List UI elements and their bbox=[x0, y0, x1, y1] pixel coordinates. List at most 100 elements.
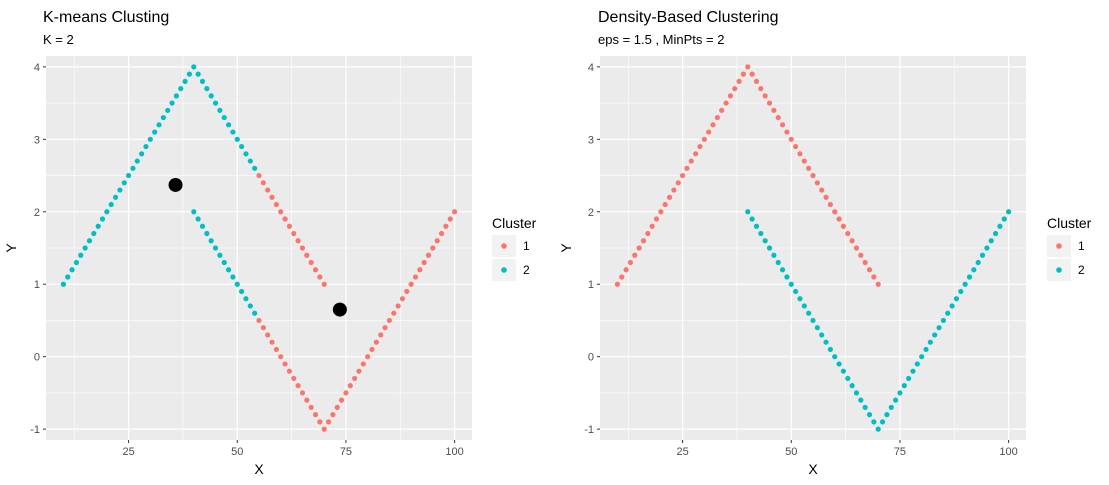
data-point-cluster-1 bbox=[614, 281, 620, 287]
data-point-cluster-1 bbox=[391, 310, 397, 316]
data-point-cluster-1 bbox=[347, 383, 353, 389]
data-point-cluster-1 bbox=[771, 107, 777, 113]
data-point-cluster-2 bbox=[819, 332, 825, 338]
data-point-cluster-1 bbox=[732, 86, 738, 92]
data-point-cluster-2 bbox=[134, 158, 140, 164]
data-point-cluster-2 bbox=[801, 303, 807, 309]
data-point-cluster-2 bbox=[186, 71, 193, 77]
data-point-cluster-2 bbox=[892, 397, 899, 403]
data-point-cluster-1 bbox=[719, 107, 725, 113]
x-tick-label: 100 bbox=[999, 446, 1017, 458]
chart-title: Density-Based Clustering bbox=[598, 9, 779, 26]
x-tick-label: 50 bbox=[785, 446, 797, 458]
data-point-cluster-1 bbox=[382, 325, 388, 331]
data-point-cluster-1 bbox=[875, 281, 881, 287]
data-point-cluster-2 bbox=[191, 64, 197, 70]
data-point-cluster-1 bbox=[291, 230, 297, 237]
data-point-cluster-1 bbox=[871, 274, 877, 280]
cluster-center-point bbox=[168, 177, 183, 192]
data-point-cluster-1 bbox=[312, 412, 319, 418]
data-point-cluster-1 bbox=[858, 252, 864, 258]
data-point-cluster-2 bbox=[958, 288, 964, 295]
y-tick-label: 2 bbox=[34, 207, 40, 219]
data-point-cluster-1 bbox=[845, 230, 851, 237]
data-point-cluster-2 bbox=[217, 107, 223, 113]
data-point-cluster-1 bbox=[399, 296, 406, 302]
data-point-cluster-1 bbox=[443, 223, 449, 229]
data-point-cluster-2 bbox=[962, 281, 968, 287]
data-point-cluster-1 bbox=[395, 303, 401, 309]
data-point-cluster-1 bbox=[373, 339, 379, 345]
data-point-cluster-1 bbox=[386, 317, 393, 324]
data-point-cluster-1 bbox=[658, 209, 664, 215]
data-point-cluster-1 bbox=[627, 259, 634, 266]
data-point-cluster-2 bbox=[766, 245, 773, 251]
data-points bbox=[60, 64, 458, 432]
data-point-cluster-2 bbox=[208, 238, 214, 244]
data-point-cluster-2 bbox=[927, 339, 933, 345]
y-tick-label: 1 bbox=[588, 279, 594, 291]
data-point-cluster-2 bbox=[69, 267, 75, 273]
dbscan-chart: Density-Based Clustering eps = 1.5 , Min… bbox=[558, 9, 1092, 477]
x-axis-title: X bbox=[808, 461, 818, 477]
legend-label-2: 2 bbox=[523, 263, 530, 277]
data-point-cluster-2 bbox=[217, 252, 223, 258]
data-point-cluster-2 bbox=[806, 310, 812, 316]
data-point-cluster-2 bbox=[239, 288, 245, 295]
data-point-cluster-1 bbox=[312, 267, 319, 273]
data-point-cluster-1 bbox=[352, 375, 358, 382]
data-point-cluster-1 bbox=[295, 238, 301, 244]
y-tick-label: 4 bbox=[588, 62, 594, 74]
data-point-cluster-2 bbox=[940, 317, 947, 324]
x-axis-title: X bbox=[254, 461, 264, 477]
data-point-cluster-1 bbox=[727, 93, 734, 99]
data-point-cluster-1 bbox=[758, 86, 764, 92]
data-point-cluster-2 bbox=[814, 325, 820, 331]
data-point-cluster-1 bbox=[840, 223, 847, 229]
data-point-cluster-2 bbox=[932, 332, 938, 338]
data-point-cluster-2 bbox=[252, 310, 258, 316]
data-point-cluster-2 bbox=[749, 216, 755, 222]
data-point-cluster-2 bbox=[879, 419, 886, 425]
grid-lines bbox=[46, 56, 472, 440]
chart-subtitle: eps = 1.5 , MinPts = 2 bbox=[598, 32, 724, 47]
data-point-cluster-1 bbox=[273, 346, 279, 353]
data-point-cluster-2 bbox=[862, 404, 868, 410]
data-point-cluster-2 bbox=[784, 274, 790, 280]
data-point-cluster-1 bbox=[736, 78, 742, 84]
data-point-cluster-1 bbox=[779, 122, 786, 128]
data-point-cluster-1 bbox=[269, 194, 275, 200]
legend-label-2: 2 bbox=[1078, 263, 1085, 277]
data-point-cluster-1 bbox=[447, 216, 453, 222]
data-point-cluster-2 bbox=[165, 107, 171, 113]
data-point-cluster-2 bbox=[1001, 216, 1007, 222]
data-point-cluster-1 bbox=[369, 346, 375, 353]
data-point-cluster-2 bbox=[139, 151, 145, 157]
data-point-cluster-1 bbox=[265, 187, 271, 193]
data-point-cluster-2 bbox=[204, 86, 210, 92]
data-point-cluster-1 bbox=[653, 216, 660, 222]
data-point-cluster-2 bbox=[966, 274, 973, 280]
y-tick-label: 4 bbox=[34, 62, 40, 74]
data-point-cluster-2 bbox=[910, 368, 916, 374]
data-point-cluster-1 bbox=[714, 114, 720, 121]
data-point-cluster-1 bbox=[308, 259, 314, 266]
data-point-cluster-2 bbox=[225, 267, 232, 273]
data-point-cluster-2 bbox=[823, 339, 829, 345]
data-point-cluster-2 bbox=[975, 259, 981, 266]
data-point-cluster-1 bbox=[378, 332, 384, 338]
data-point-cluster-1 bbox=[688, 158, 694, 164]
data-point-cluster-1 bbox=[684, 165, 690, 171]
data-point-cluster-1 bbox=[814, 180, 820, 186]
data-point-cluster-2 bbox=[152, 129, 158, 135]
data-point-cluster-1 bbox=[679, 172, 686, 179]
data-point-cluster-2 bbox=[234, 281, 240, 287]
data-point-cluster-1 bbox=[434, 238, 440, 244]
data-point-cluster-2 bbox=[91, 230, 97, 237]
data-point-cluster-1 bbox=[832, 209, 838, 215]
data-point-cluster-2 bbox=[827, 346, 833, 353]
y-tick-label: 0 bbox=[588, 352, 594, 364]
legend-title: Cluster bbox=[492, 215, 537, 231]
data-point-cluster-2 bbox=[753, 223, 760, 229]
data-point-cluster-1 bbox=[649, 223, 655, 229]
